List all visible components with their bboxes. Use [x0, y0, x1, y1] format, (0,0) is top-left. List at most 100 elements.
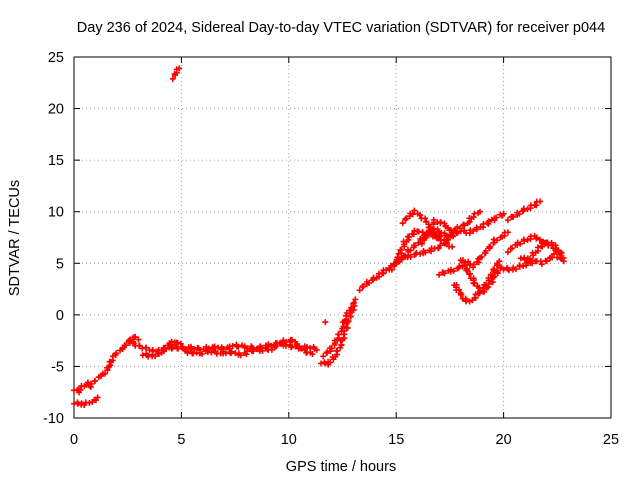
data-point — [393, 259, 400, 266]
x-tick-label: 5 — [177, 432, 185, 448]
data-point — [516, 262, 523, 269]
data-point — [433, 234, 440, 241]
data-point — [556, 251, 563, 258]
y-tick-label: 10 — [48, 205, 64, 221]
data-point — [398, 256, 405, 263]
data-point — [280, 337, 287, 344]
data-point — [222, 350, 229, 357]
x-tick-label: 15 — [388, 432, 404, 448]
data-point — [313, 346, 320, 353]
data-point — [437, 242, 444, 249]
data-point — [470, 228, 477, 235]
data-point — [92, 377, 99, 384]
data-point — [417, 211, 424, 218]
data-point — [526, 255, 533, 262]
data-point — [288, 336, 295, 343]
data-point — [504, 229, 511, 236]
data-point — [161, 345, 168, 352]
data-point — [466, 271, 473, 278]
data-point — [449, 243, 456, 250]
x-tick-label: 0 — [70, 432, 78, 448]
data-point — [457, 225, 464, 232]
data-point — [471, 279, 478, 286]
y-axis-label: SDTVAR / TECUs — [7, 180, 23, 296]
data-point — [243, 348, 250, 355]
data-point — [399, 220, 406, 227]
y-tick-label: 20 — [48, 102, 64, 118]
data-point — [418, 240, 425, 247]
data-point — [388, 266, 395, 273]
data-point — [84, 379, 91, 386]
data-point — [421, 234, 428, 241]
data-point — [250, 348, 257, 355]
data-point — [485, 218, 492, 225]
data-point — [549, 254, 556, 261]
data-point — [344, 324, 351, 331]
data-point — [152, 353, 159, 360]
data-point — [427, 224, 434, 231]
data-point — [467, 227, 474, 234]
data-point — [521, 256, 528, 263]
data-point — [265, 341, 272, 348]
data-point — [500, 266, 507, 273]
data-point — [123, 342, 130, 349]
data-point — [366, 280, 373, 287]
data-point — [348, 304, 355, 311]
data-point — [190, 350, 197, 357]
x-axis-ticks: 0 5 10 15 20 25 — [70, 57, 619, 448]
y-tick-label: 5 — [56, 256, 64, 272]
data-point — [470, 214, 477, 221]
data-point — [198, 350, 205, 357]
data-point — [411, 242, 418, 249]
data-point — [360, 283, 367, 290]
data-point — [464, 267, 471, 274]
data-point — [430, 216, 437, 223]
data-point — [338, 341, 345, 348]
data-point — [475, 284, 482, 291]
data-point — [335, 331, 342, 338]
data-point — [500, 210, 507, 217]
data-point — [273, 343, 280, 350]
data-point — [494, 237, 501, 244]
data-point — [142, 344, 149, 351]
data-point — [327, 359, 334, 366]
data-point — [504, 249, 511, 256]
data-point — [334, 347, 341, 354]
data-point — [422, 215, 429, 222]
data-point — [293, 340, 300, 347]
data-point — [543, 258, 550, 265]
data-point — [436, 271, 443, 278]
data-point — [350, 299, 357, 306]
data-point — [208, 349, 215, 356]
data-point — [504, 217, 511, 224]
data-point — [516, 210, 523, 217]
data-point — [398, 246, 405, 253]
data-point — [328, 345, 335, 352]
data-point — [462, 262, 469, 269]
data-point — [437, 219, 444, 226]
data-point — [456, 286, 463, 293]
data-point — [322, 360, 329, 367]
data-point — [476, 208, 483, 215]
data-point — [524, 206, 531, 213]
data-point — [450, 268, 457, 275]
data-point — [493, 214, 500, 221]
data-point — [177, 340, 184, 347]
data-point — [176, 65, 183, 72]
data-point — [422, 249, 429, 256]
data-point — [205, 346, 212, 353]
data-point — [457, 291, 464, 298]
data-point — [135, 336, 142, 343]
data-points — [71, 65, 567, 409]
data-point — [491, 266, 498, 273]
data-point — [550, 250, 557, 257]
data-point — [340, 323, 347, 330]
x-tick-label: 20 — [496, 432, 512, 448]
data-point — [169, 75, 176, 82]
data-point — [88, 380, 95, 387]
data-point — [407, 254, 414, 261]
data-point — [324, 349, 331, 356]
data-point — [228, 348, 235, 355]
data-point — [132, 333, 139, 340]
